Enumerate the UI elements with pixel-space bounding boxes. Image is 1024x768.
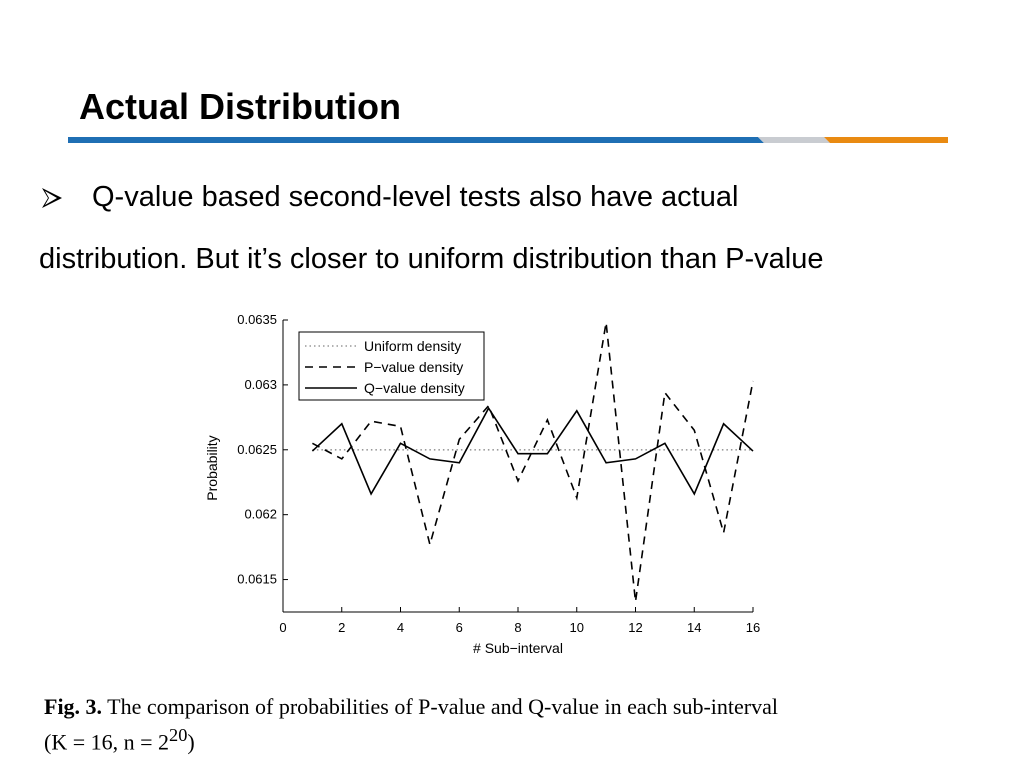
title-divider-blue [68,137,764,143]
caption-exponent: 20 [169,725,188,745]
x-tick-label: 16 [746,620,760,635]
y-tick-label: 0.0625 [237,442,277,457]
series-line-3 [311,406,754,496]
x-tick-label: 10 [570,620,584,635]
x-tick-label: 12 [628,620,642,635]
title-divider-orange [824,137,948,143]
x-axis-label: # Sub−interval [473,640,563,656]
legend-label-3: Q−value density [364,380,465,396]
x-tick-label: 8 [514,620,521,635]
legend-label-1: Uniform density [364,338,461,354]
x-tick-label: 6 [456,620,463,635]
title-divider [68,137,948,143]
bullet-text-line-1: Q-value based second-level tests also ha… [92,181,739,213]
y-tick-label: 0.063 [244,377,277,392]
arrow-bullet-icon [42,188,62,208]
x-tick-label: 14 [687,620,701,635]
x-tick-label: 0 [279,620,286,635]
bullet-text-line-2: distribution. But it’s closer to uniform… [39,243,824,275]
y-tick-label: 0.062 [244,507,277,522]
caption-label: Fig. 3. [44,694,103,719]
x-tick-label: 2 [338,620,345,635]
title-divider-gray [758,137,830,143]
caption-text: The comparison of probabilities of P-val… [107,694,778,719]
figure-caption: Fig. 3. The comparison of probabilities … [44,693,1004,756]
y-tick-label: 0.0635 [237,315,277,327]
caption-params: (K = 16, n = 2 [44,729,170,755]
legend-label-2: P−value density [364,359,463,375]
slide-title: Actual Distribution [79,86,401,127]
y-tick-label: 0.0615 [237,572,277,587]
y-axis-label: Probability [204,435,220,500]
caption-close: ) [187,729,195,755]
x-tick-label: 4 [397,620,404,635]
probability-line-chart: 0 2 4 6 8 10 12 14 16 0.0615 0.062 0.0625 0.063 0.063… [204,315,760,656]
